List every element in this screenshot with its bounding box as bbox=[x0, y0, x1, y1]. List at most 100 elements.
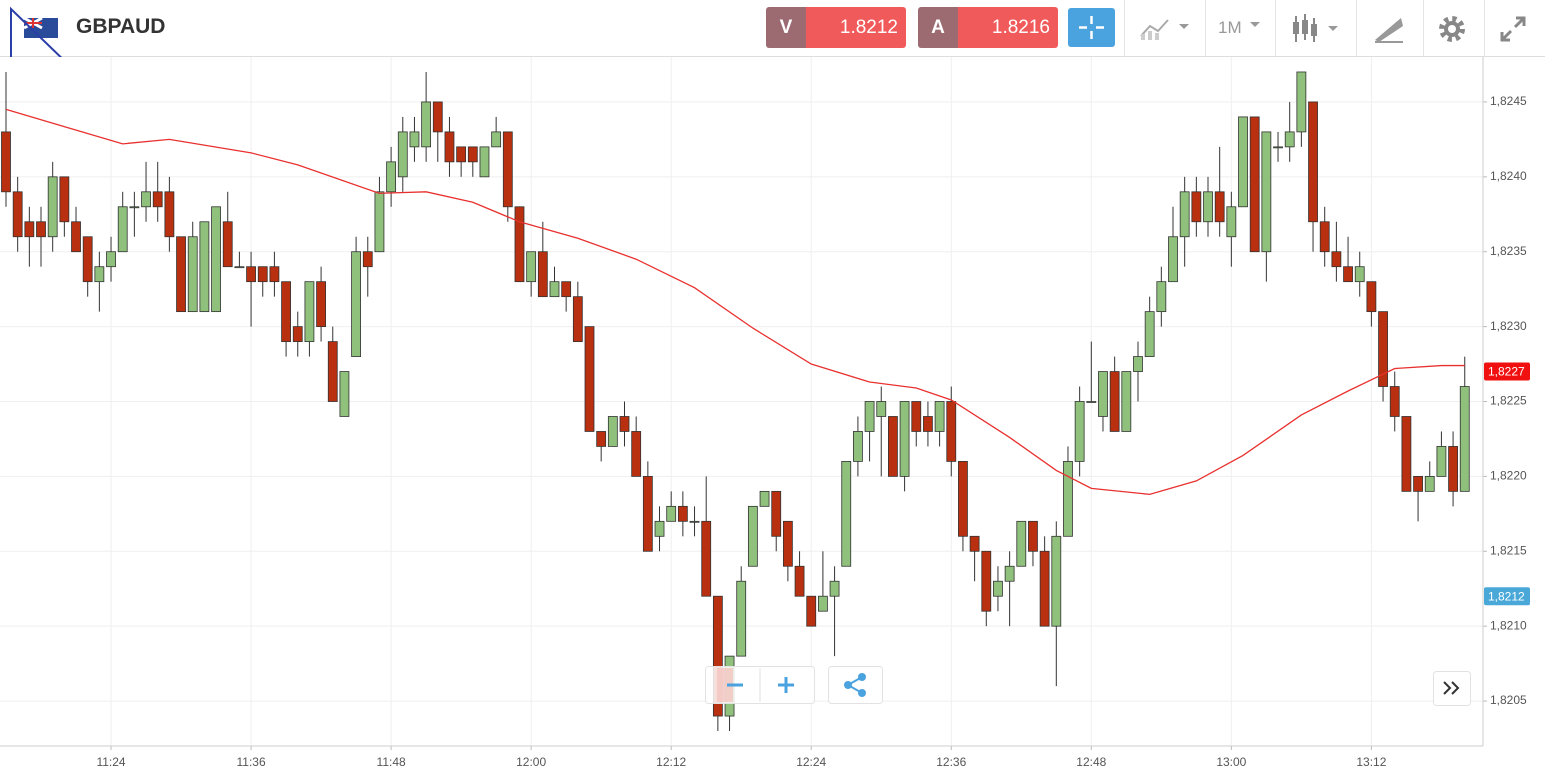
candle-body bbox=[292, 326, 303, 342]
candle-body bbox=[82, 236, 93, 283]
candle-body bbox=[526, 251, 537, 283]
candle-body bbox=[1144, 311, 1155, 357]
candle-body bbox=[1016, 520, 1027, 567]
candle-body bbox=[187, 236, 198, 313]
candle-body bbox=[701, 520, 712, 597]
candle-body bbox=[1121, 371, 1132, 432]
candle-body bbox=[374, 191, 385, 253]
candle-body bbox=[502, 131, 513, 208]
candle-body bbox=[1413, 475, 1423, 492]
candle-body bbox=[1028, 520, 1038, 552]
x-tick-label: 13:00 bbox=[1216, 755, 1246, 769]
settings-button[interactable] bbox=[1436, 13, 1468, 45]
chart-type-button[interactable] bbox=[1138, 14, 1194, 42]
bid-label[interactable]: V bbox=[766, 7, 806, 48]
candle-body bbox=[1191, 191, 1202, 223]
candle-body bbox=[549, 281, 560, 298]
candle-body bbox=[923, 416, 933, 432]
candle-body bbox=[164, 191, 175, 238]
candle-body bbox=[304, 281, 315, 342]
candle-body bbox=[351, 251, 362, 357]
candle-body bbox=[631, 431, 642, 477]
candle-body bbox=[993, 580, 1003, 597]
candle-body bbox=[899, 401, 910, 477]
scroll-right-button[interactable] bbox=[1433, 671, 1471, 707]
y-tick-label: 1,8235 bbox=[1490, 244, 1527, 258]
draw-button[interactable] bbox=[1373, 14, 1407, 44]
y-tick-label: 1,8220 bbox=[1490, 469, 1527, 483]
candle-body bbox=[934, 401, 945, 432]
candles-button[interactable] bbox=[1290, 12, 1346, 46]
y-tick-label: 1,8240 bbox=[1490, 169, 1527, 183]
candle-body bbox=[1319, 221, 1330, 253]
candle-body bbox=[71, 221, 81, 253]
candle-body bbox=[1331, 251, 1342, 268]
candle-body bbox=[818, 595, 828, 612]
candle-body bbox=[1214, 191, 1225, 223]
candle-body bbox=[1343, 266, 1353, 283]
y-tick-label: 1,8215 bbox=[1490, 543, 1527, 557]
candle-body bbox=[141, 191, 151, 208]
x-tick-label: 11:24 bbox=[96, 755, 125, 769]
candle-body bbox=[1401, 416, 1412, 492]
candle-body bbox=[806, 595, 817, 627]
candle-body bbox=[1063, 461, 1073, 537]
candle-body bbox=[117, 206, 128, 253]
candle-body bbox=[106, 251, 116, 268]
candle-body bbox=[911, 401, 922, 432]
candle-body bbox=[572, 296, 583, 342]
price-marker bbox=[1484, 587, 1530, 606]
fullscreen-button[interactable] bbox=[1498, 14, 1528, 44]
candle-body bbox=[537, 251, 548, 298]
candle-body bbox=[94, 266, 105, 283]
candle-body bbox=[712, 595, 723, 717]
x-tick-label: 11:36 bbox=[236, 755, 265, 769]
ask-label[interactable]: A bbox=[918, 7, 958, 48]
timeframe[interactable]: 1M bbox=[1218, 18, 1242, 37]
candle-body bbox=[666, 505, 677, 522]
candle-body bbox=[316, 281, 326, 328]
candle-body bbox=[1109, 371, 1120, 432]
candle-body bbox=[47, 176, 58, 238]
candle-body bbox=[467, 146, 478, 163]
bid-price[interactable]: 1.8212 bbox=[806, 7, 906, 48]
candle-body bbox=[642, 475, 653, 552]
candle-body bbox=[782, 520, 793, 567]
candle-body bbox=[1238, 116, 1248, 208]
y-tick-label: 1,8245 bbox=[1490, 94, 1527, 108]
candle-body bbox=[246, 266, 256, 283]
candle-body bbox=[327, 341, 338, 402]
candle-body bbox=[362, 251, 373, 268]
candle-body bbox=[1273, 146, 1283, 149]
candle-body bbox=[946, 401, 957, 462]
candle-body bbox=[689, 520, 700, 523]
candle-body bbox=[596, 431, 607, 447]
timeframe-caret bbox=[1250, 22, 1260, 27]
x-tick-label: 12:48 bbox=[1076, 755, 1106, 769]
candle-body bbox=[1226, 206, 1237, 238]
crosshair-button[interactable] bbox=[1068, 8, 1115, 47]
candle-body bbox=[491, 131, 502, 148]
candle-body bbox=[958, 461, 968, 537]
ask-price[interactable]: 1.8216 bbox=[958, 7, 1058, 48]
candle-body bbox=[211, 206, 221, 313]
candle-body bbox=[607, 416, 618, 447]
candle-body bbox=[1296, 71, 1307, 133]
candle-body bbox=[736, 580, 747, 657]
candle-body bbox=[853, 431, 863, 462]
moving-average-line bbox=[5, 108, 1465, 496]
candle-body bbox=[421, 101, 432, 148]
candle-body bbox=[1308, 101, 1318, 223]
candle-body bbox=[1249, 116, 1260, 253]
candle-body bbox=[1448, 446, 1458, 492]
candle-body bbox=[1261, 131, 1272, 253]
candle-body bbox=[1051, 535, 1062, 627]
candle-body bbox=[397, 131, 408, 178]
candle-body bbox=[981, 550, 992, 612]
x-tick-label: 12:12 bbox=[656, 755, 686, 769]
candle-body bbox=[1039, 550, 1050, 627]
x-tick-label: 13:12 bbox=[1356, 755, 1386, 769]
candle-body bbox=[1366, 281, 1377, 313]
candle-body bbox=[234, 266, 245, 269]
